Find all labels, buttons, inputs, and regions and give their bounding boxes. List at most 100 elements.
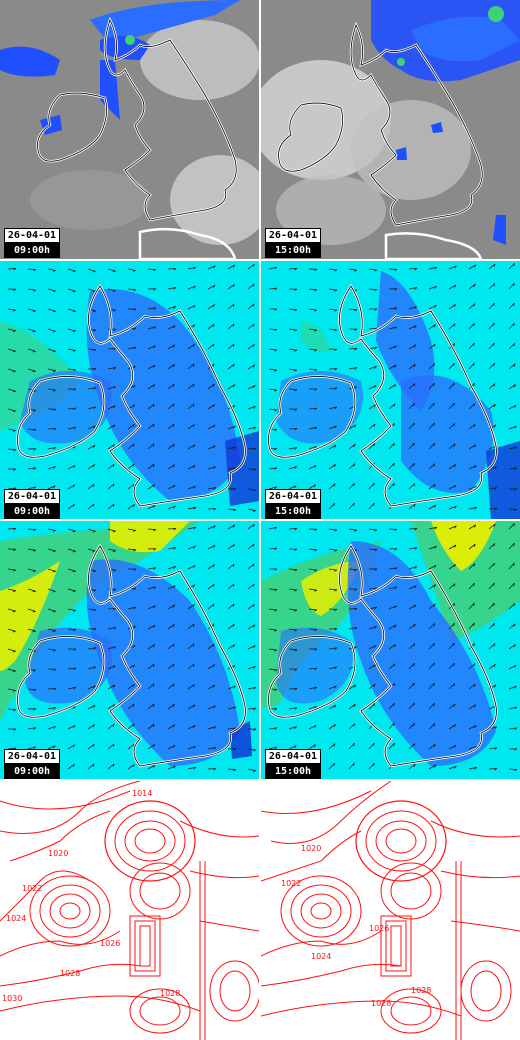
wind-arrow <box>7 648 16 652</box>
wind-arrow-head <box>513 543 515 547</box>
wind-arrow <box>288 388 298 391</box>
wind-arrow-head <box>172 403 175 407</box>
wind-arrow-head <box>294 707 298 710</box>
wind-arrow <box>328 568 337 571</box>
wind-arrow-head <box>514 748 518 751</box>
wind-arrow <box>508 562 515 570</box>
wind-arrow-head <box>394 567 398 570</box>
wind-arrow-head <box>274 609 278 612</box>
wind-arrow-head <box>213 487 217 490</box>
wind-arrow-head <box>253 447 257 451</box>
wind-arrow-head <box>93 387 97 390</box>
wind-arrow <box>448 505 457 510</box>
timestamp-label: 26-04-01 15:00h <box>265 749 321 779</box>
wind-arrow-head <box>473 704 477 708</box>
wind-arrow-head <box>52 610 56 613</box>
wind-arrow <box>288 368 297 371</box>
wind-arrow <box>448 563 456 570</box>
wind-arrow <box>227 603 235 610</box>
wind-arrow <box>288 428 298 430</box>
wind-arrow-head <box>92 724 95 728</box>
wind-arrow-head <box>12 650 16 653</box>
wind-arrow-head <box>273 389 278 392</box>
wind-arrow-head <box>374 587 378 591</box>
wind-arrow <box>308 686 317 690</box>
wind-arrow-head <box>173 765 176 769</box>
wind-arrow <box>147 345 156 350</box>
wind-arrow-head <box>374 346 378 350</box>
wind-arrow <box>488 602 495 610</box>
wind-arrow <box>408 402 415 410</box>
satellite-map-0900 <box>0 0 259 259</box>
wind-arrow <box>87 503 95 510</box>
wind-arrow-head <box>133 327 137 331</box>
wind-arrow-head <box>112 270 116 273</box>
wind-arrow-head <box>453 564 456 568</box>
wind-arrow-head <box>493 263 496 267</box>
wind-arrow <box>468 704 476 710</box>
wind-arrow-head <box>393 462 395 466</box>
wind-arrow-head <box>333 763 335 767</box>
wind-arrow-head <box>193 725 196 729</box>
wind-arrow-head <box>212 623 215 627</box>
wind-arrow-head <box>153 307 157 310</box>
wind-arrow-head <box>213 466 216 469</box>
wind-arrow-head <box>193 746 196 749</box>
wind-arrow-head <box>192 643 195 647</box>
wind-arrow-head <box>172 443 175 448</box>
wind-arrow-head <box>193 305 196 309</box>
wind-arrow-head <box>414 585 417 589</box>
wind-arrow <box>227 508 237 511</box>
wind-arrow <box>468 486 477 490</box>
wind-arrow-head <box>173 585 176 589</box>
wind-arrow <box>308 368 318 370</box>
wind-arrow <box>87 647 96 650</box>
wind-arrow <box>448 303 456 310</box>
wind-arrow <box>408 528 418 530</box>
wind-arrow-head <box>132 483 135 487</box>
wind-arrow-head <box>374 308 378 311</box>
wind-arrow <box>7 448 17 451</box>
wind-arrow <box>247 447 257 450</box>
wind-arrow <box>67 744 75 750</box>
isobar-label: 1028 <box>60 969 80 978</box>
wind-arrow <box>167 724 175 730</box>
wind-arrow <box>247 665 256 670</box>
wind-arrow-head <box>13 728 17 731</box>
wind-arrow-head <box>433 324 436 328</box>
wind-arrow-head <box>374 385 377 389</box>
wind-arrow-head <box>13 527 17 531</box>
wind-arrow-head <box>273 649 278 652</box>
wind-arrow-head <box>373 502 375 507</box>
wind-arrow-head <box>413 403 415 407</box>
wind-arrow-head <box>113 405 116 409</box>
wind-arrow-head <box>393 443 395 447</box>
wind-arrow <box>428 642 435 650</box>
wind-arrow-head <box>253 468 257 471</box>
wind-arrow-head <box>274 266 278 270</box>
wind-arrow-head <box>334 666 337 670</box>
wind-arrow <box>388 482 395 490</box>
wind-arrow <box>107 528 116 532</box>
wind-arrow <box>147 663 155 670</box>
wind-arrow <box>348 762 355 770</box>
wind-arrow <box>368 404 376 410</box>
wind-arrow <box>127 483 135 490</box>
wind-arrow-head <box>354 569 358 572</box>
wind-arrow <box>388 442 395 450</box>
wind-arrow <box>408 325 417 330</box>
wind-arrow-head <box>314 528 318 532</box>
wind-arrow <box>147 528 157 530</box>
timestamp-label: 26-04-01 15:00h <box>265 489 321 519</box>
wind-arrow <box>87 425 96 430</box>
wind-arrow <box>147 307 156 310</box>
wind-arrow <box>268 408 278 411</box>
wind-arrow-head <box>173 306 176 309</box>
wind-arrow-head <box>493 664 496 668</box>
wind-arrow-head <box>192 684 195 688</box>
wind-arrow <box>388 403 396 410</box>
wind-arrow <box>107 268 116 272</box>
wind-arrow <box>187 423 195 430</box>
wind-arrow-head <box>274 727 278 730</box>
wind-arrow <box>27 428 37 430</box>
